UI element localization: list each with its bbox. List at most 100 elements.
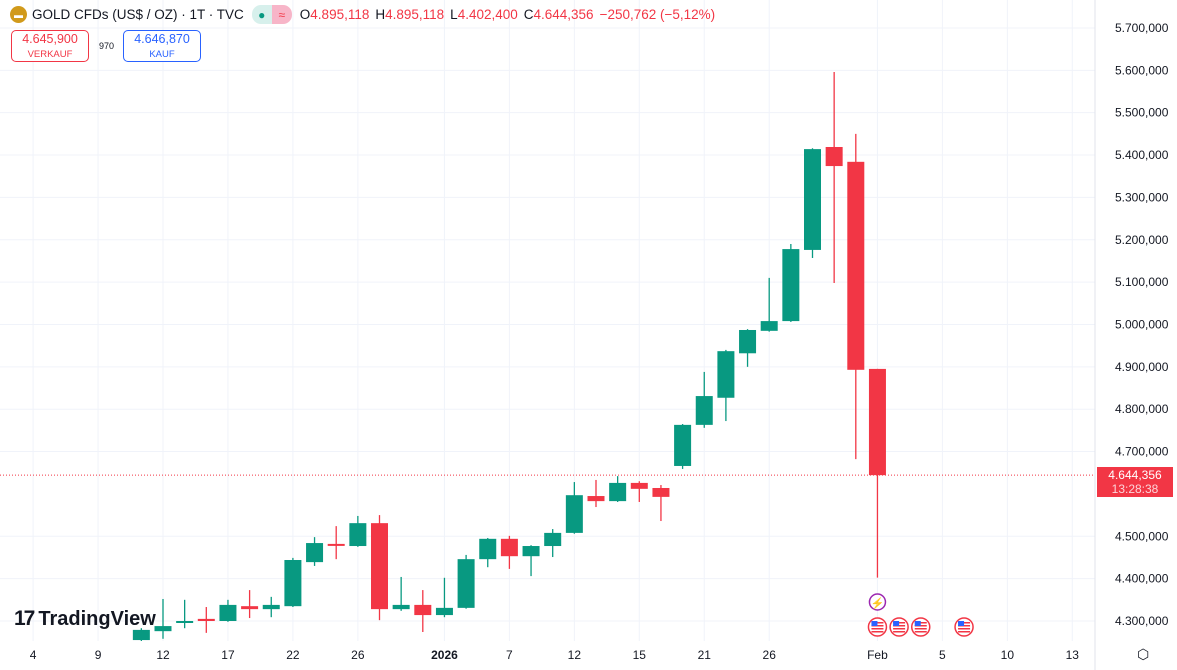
candle bbox=[652, 485, 670, 522]
x-tick-label: 10 bbox=[1001, 648, 1015, 662]
y-tick-label: 4.400,000 bbox=[1115, 572, 1169, 586]
bar-countdown: 13:28:38 bbox=[1111, 482, 1159, 496]
tradingview-logo[interactable]: 17 TradingView bbox=[14, 607, 156, 631]
us-flag-icon bbox=[889, 617, 909, 637]
delayed-data-icon: ≈ bbox=[271, 5, 292, 24]
flag-stripe bbox=[914, 631, 927, 633]
flag-canton bbox=[871, 621, 878, 626]
low-value: 4.402,400 bbox=[457, 7, 518, 22]
x-tick-label: 5 bbox=[939, 648, 946, 662]
candle-body bbox=[392, 604, 410, 610]
settings-icon[interactable]: ⬡ bbox=[1137, 646, 1150, 662]
y-tick-label: 5.300,000 bbox=[1115, 190, 1169, 204]
candle-body bbox=[717, 351, 735, 398]
flag-stripe bbox=[893, 628, 906, 630]
candle bbox=[847, 133, 865, 460]
tradingview-logo-icon: 17 bbox=[14, 607, 35, 630]
candles bbox=[132, 72, 886, 641]
buy-button[interactable]: 4.646,870 KAUF bbox=[123, 30, 201, 62]
candle-body bbox=[197, 618, 215, 621]
candle bbox=[435, 577, 453, 618]
flag-stripe bbox=[871, 628, 884, 630]
candle bbox=[674, 424, 692, 469]
candle bbox=[609, 476, 627, 502]
close-value: 4.644,356 bbox=[533, 7, 594, 22]
candle-body bbox=[544, 532, 562, 547]
us-flag-icon-ring bbox=[911, 617, 931, 637]
candle-body bbox=[739, 329, 757, 354]
candle bbox=[349, 515, 367, 547]
gold-symbol-icon: ▬ bbox=[10, 6, 27, 23]
candle-body bbox=[219, 604, 237, 621]
sell-button[interactable]: 4.645,900 VERKAUF bbox=[11, 30, 89, 62]
lightning-icon bbox=[868, 593, 887, 611]
current-price: 4.644,356 bbox=[1108, 468, 1162, 482]
x-tick-label: 26 bbox=[351, 648, 365, 662]
candle bbox=[371, 515, 388, 621]
candle-body bbox=[262, 604, 280, 610]
status-pill[interactable]: ● ≈ bbox=[251, 5, 292, 24]
x-tick-label: 21 bbox=[698, 648, 712, 662]
candle-body bbox=[760, 321, 778, 331]
x-tick-label: 12 bbox=[156, 648, 170, 662]
candle bbox=[695, 371, 713, 428]
close-label: C bbox=[523, 7, 534, 22]
x-tick-label: 7 bbox=[506, 648, 513, 662]
candle bbox=[522, 545, 540, 577]
candle bbox=[306, 537, 324, 566]
candle-body bbox=[132, 629, 150, 641]
candle bbox=[565, 482, 583, 534]
market-open-dot-icon: ● bbox=[251, 5, 272, 24]
us-flag-icon-ring bbox=[867, 617, 888, 637]
y-tick-label: 5.200,000 bbox=[1115, 233, 1169, 247]
candle bbox=[868, 368, 886, 578]
current-price-label: 4.644,356 13:28:38 bbox=[1097, 467, 1173, 497]
candle-body bbox=[674, 424, 692, 466]
candle-body bbox=[457, 559, 475, 608]
candle-body bbox=[652, 487, 670, 497]
candle-body bbox=[349, 523, 367, 547]
flag-stripe bbox=[914, 628, 927, 630]
spread-value: 970 bbox=[99, 41, 115, 51]
candle-body bbox=[522, 546, 540, 557]
candle bbox=[457, 554, 475, 609]
x-tick-label: 17 bbox=[221, 648, 235, 662]
candle bbox=[392, 576, 410, 611]
y-tick-label: 5.400,000 bbox=[1115, 148, 1169, 162]
us-flag-icon-ring bbox=[954, 617, 974, 637]
y-tick-label: 5.000,000 bbox=[1115, 317, 1169, 331]
y-tick-label: 4.800,000 bbox=[1115, 402, 1169, 416]
x-tick-label: 9 bbox=[95, 648, 102, 662]
flag-stripe bbox=[958, 631, 971, 633]
candle-body bbox=[804, 149, 821, 250]
flag-stripe bbox=[958, 628, 971, 630]
x-tick-label: Feb bbox=[867, 648, 888, 662]
candle-body bbox=[284, 560, 302, 607]
sell-price: 4.645,900 bbox=[22, 32, 78, 46]
low-label: L bbox=[450, 7, 458, 22]
candle bbox=[241, 590, 259, 619]
candle-body bbox=[327, 543, 345, 546]
buy-price: 4.646,870 bbox=[134, 32, 190, 46]
flag-canton bbox=[893, 621, 900, 626]
candle bbox=[176, 599, 194, 629]
candle-body bbox=[435, 607, 453, 616]
candle-body bbox=[176, 621, 194, 623]
candle-body bbox=[241, 606, 259, 610]
candle bbox=[327, 526, 345, 560]
x-tick-label: 12 bbox=[568, 648, 582, 662]
candle bbox=[760, 277, 778, 332]
candle-body bbox=[500, 538, 518, 557]
x-tick-label: 15 bbox=[633, 648, 647, 662]
high-value: 4.895,118 bbox=[385, 7, 445, 22]
flag-canton bbox=[914, 621, 921, 626]
candle bbox=[154, 598, 172, 639]
x-tick-label: 13 bbox=[1066, 648, 1080, 662]
candle-body bbox=[847, 161, 865, 370]
candle bbox=[479, 537, 497, 568]
logo-text: TradingView bbox=[38, 607, 156, 630]
candle bbox=[414, 590, 432, 633]
symbol-title[interactable]: GOLD CFDs (US$ / OZ) · 1T · TVC bbox=[32, 7, 244, 22]
